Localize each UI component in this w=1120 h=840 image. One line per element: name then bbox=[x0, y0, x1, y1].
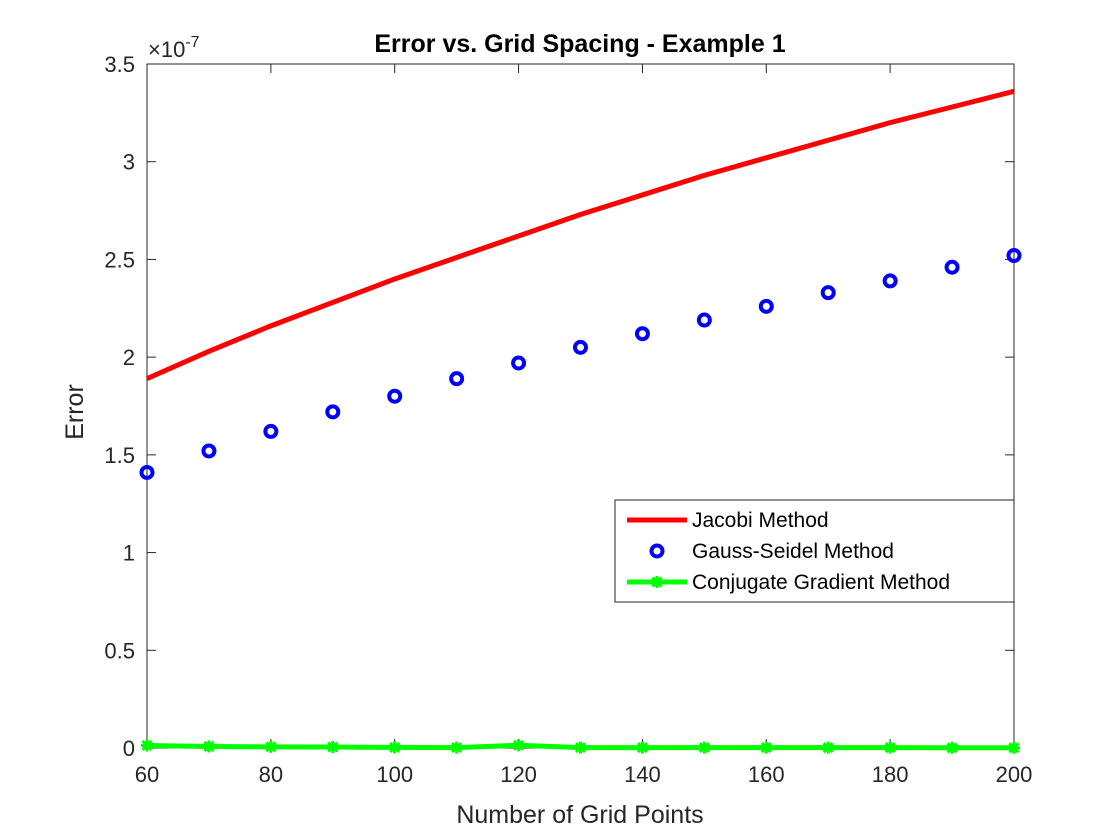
x-tick-label: 60 bbox=[135, 762, 159, 787]
x-tick-label: 200 bbox=[996, 762, 1033, 787]
y-exponent-label: ×10-7 bbox=[148, 34, 200, 62]
y-tick-label: 0.5 bbox=[104, 638, 135, 663]
x-tick-label: 160 bbox=[748, 762, 785, 787]
legend-entry: Jacobi Method bbox=[627, 509, 829, 532]
data-point bbox=[574, 741, 587, 754]
data-point bbox=[820, 285, 836, 301]
data-point bbox=[449, 371, 465, 387]
y-axis-label: Error bbox=[61, 384, 89, 440]
data-point bbox=[202, 740, 215, 753]
y-tick-label: 3 bbox=[123, 150, 135, 175]
x-tick-label: 140 bbox=[624, 762, 661, 787]
data-point bbox=[944, 259, 960, 275]
y-exponent-base: ×10 bbox=[148, 37, 185, 62]
y-tick-label: 1.5 bbox=[104, 443, 135, 468]
x-tick-label: 120 bbox=[500, 762, 537, 787]
y-tick-label: 3.5 bbox=[104, 52, 135, 77]
legend-label: Gauss-Seidel Method bbox=[692, 540, 894, 563]
data-point bbox=[698, 741, 711, 754]
data-point bbox=[139, 464, 155, 480]
data-point bbox=[760, 741, 773, 754]
series-layer bbox=[139, 88, 1022, 754]
legend: Jacobi Method Gauss-Seidel Method Conjugat… bbox=[614, 499, 1015, 603]
legend-label: Conjugate Gradient Method bbox=[692, 571, 950, 594]
data-point bbox=[822, 741, 835, 754]
data-point bbox=[201, 443, 217, 459]
x-tick-label: 100 bbox=[376, 762, 413, 787]
y-tick-label: 0 bbox=[123, 736, 135, 761]
series-jacobi-method bbox=[145, 88, 1015, 381]
series-gauss-seidel-method bbox=[139, 248, 1022, 480]
plot-area bbox=[146, 63, 1015, 749]
legend-entry: Gauss-Seidel Method bbox=[649, 540, 894, 563]
data-point bbox=[450, 741, 463, 754]
data-point bbox=[758, 298, 774, 314]
x-tick-label: 80 bbox=[259, 762, 283, 787]
series-line bbox=[145, 88, 1015, 381]
data-point bbox=[141, 739, 153, 752]
legend-marker bbox=[649, 543, 665, 559]
y-tick-label: 2 bbox=[123, 345, 135, 370]
axes-box bbox=[146, 63, 1015, 749]
data-point bbox=[511, 355, 527, 371]
legend-entry: Conjugate Gradient Method bbox=[627, 571, 950, 594]
data-point bbox=[512, 739, 525, 752]
legend-marker bbox=[651, 576, 663, 588]
series-conjugate-gradient-method bbox=[141, 739, 1020, 754]
data-point bbox=[884, 741, 897, 754]
y-axis-ticks: 0 0.5 1 1.5 2 2.5 3 3.5 bbox=[104, 52, 1014, 761]
x-axis-label: Number of Grid Points bbox=[456, 801, 703, 829]
data-point bbox=[882, 273, 898, 289]
data-point bbox=[1006, 248, 1022, 264]
x-axis-ticks: 60 80 100 120 140 160 180 200 bbox=[135, 64, 1033, 787]
data-point bbox=[264, 740, 277, 753]
legend-label: Jacobi Method bbox=[692, 509, 829, 532]
svg-text:×10-7: ×10-7 bbox=[148, 34, 200, 62]
x-tick-label: 180 bbox=[872, 762, 909, 787]
data-point bbox=[388, 741, 401, 754]
legend-box bbox=[614, 499, 1015, 603]
data-point bbox=[946, 741, 959, 754]
data-point bbox=[696, 312, 712, 328]
y-tick-label: 2.5 bbox=[104, 247, 135, 272]
data-point bbox=[634, 326, 650, 342]
data-point bbox=[636, 741, 649, 754]
data-point bbox=[573, 339, 588, 355]
y-exponent-power: -7 bbox=[185, 34, 199, 51]
y-tick-label: 1 bbox=[123, 541, 135, 566]
data-point bbox=[263, 423, 279, 439]
chart-title: Error vs. Grid Spacing - Example 1 bbox=[374, 30, 785, 58]
data-point bbox=[325, 404, 341, 420]
data-point bbox=[1008, 741, 1020, 754]
data-point bbox=[326, 741, 339, 754]
data-point bbox=[387, 388, 403, 404]
